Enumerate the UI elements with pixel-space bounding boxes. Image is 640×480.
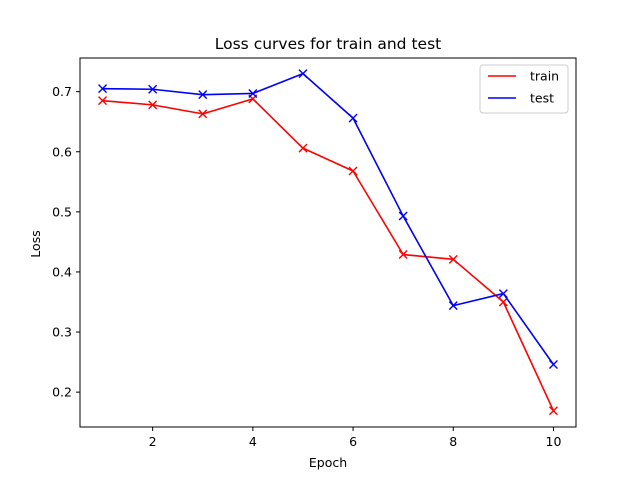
y-tick-label: 0.5 [52, 204, 72, 219]
marker-stroke [198, 109, 208, 119]
marker-stroke [548, 360, 558, 369]
data-point-test [248, 88, 258, 98]
marker-stroke [98, 84, 108, 94]
marker-stroke [248, 88, 258, 98]
marker-stroke [148, 100, 158, 110]
data-point-test [148, 84, 158, 94]
legend-label-test: test [530, 91, 554, 106]
series-line-train [102, 98, 555, 412]
marker-stroke [498, 297, 508, 307]
marker-stroke [298, 69, 308, 79]
marker-stroke [498, 289, 508, 299]
x-tick-label: 6 [349, 434, 357, 449]
data-point-train [348, 166, 358, 176]
legend: train test [479, 64, 569, 114]
data-point-test [198, 90, 208, 100]
marker-stroke [148, 84, 158, 94]
data-point-train [298, 143, 308, 153]
marker-stroke [348, 166, 358, 176]
axes-layer: 2 4 6 8 10 0.2 0.3 0.4 0.5 0.6 0.7 [52, 57, 577, 449]
x-tick-label: 10 [546, 434, 562, 449]
axes-frame [79, 57, 577, 428]
x-axis-label: Epoch [309, 455, 347, 470]
data-point-test [348, 113, 358, 123]
marker-stroke [398, 250, 408, 260]
series-layer [98, 69, 558, 416]
y-axis-label: Loss [28, 230, 43, 257]
y-tick-label: 0.7 [52, 84, 72, 99]
data-point-train [448, 254, 458, 264]
y-tick-label: 0.2 [52, 385, 72, 400]
marker-stroke [298, 143, 308, 153]
y-tick-label: 0.6 [52, 144, 72, 159]
y-tick-label: 0.3 [52, 325, 72, 340]
marker-stroke [98, 96, 108, 106]
x-tick-label: 4 [249, 434, 257, 449]
legend-box [479, 64, 569, 114]
data-point-test [448, 301, 458, 311]
data-point-test [298, 69, 308, 79]
x-tick-label: 8 [449, 434, 457, 449]
data-point-train [398, 250, 408, 260]
marker-stroke [398, 211, 408, 221]
legend-label-train: train [530, 69, 559, 84]
marker-stroke [448, 301, 458, 311]
data-point-test [548, 360, 558, 369]
marker-stroke [548, 406, 558, 416]
data-point-test [98, 84, 108, 94]
data-point-train [198, 109, 208, 119]
data-point-train [498, 297, 508, 307]
data-point-test [498, 289, 508, 299]
marker-stroke [198, 90, 208, 100]
plot-area [80, 58, 576, 427]
series-line-test [102, 72, 555, 365]
data-point-train [98, 96, 108, 106]
chart-title: Loss curves for train and test [215, 35, 441, 53]
x-tick-label: 2 [149, 434, 157, 449]
data-point-test [398, 211, 408, 221]
data-point-train [548, 406, 558, 416]
data-point-train [148, 100, 158, 110]
plot-background [80, 58, 576, 427]
y-tick-label: 0.4 [52, 264, 72, 279]
marker-stroke [348, 113, 358, 123]
marker-stroke [448, 254, 458, 264]
